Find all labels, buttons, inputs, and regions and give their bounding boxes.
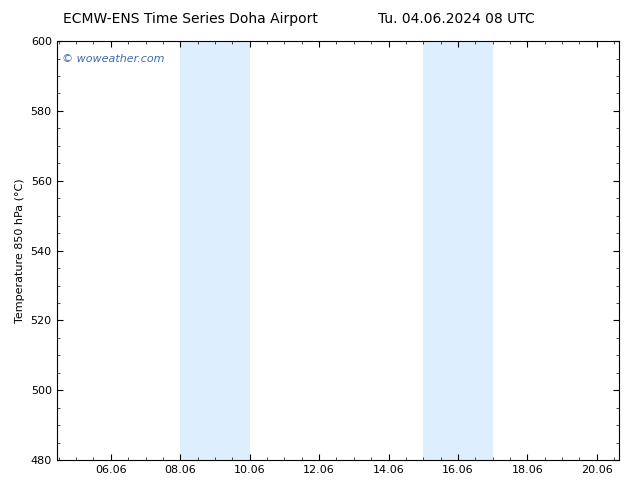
Text: ECMW-ENS Time Series Doha Airport: ECMW-ENS Time Series Doha Airport (63, 12, 318, 26)
Text: Tu. 04.06.2024 08 UTC: Tu. 04.06.2024 08 UTC (378, 12, 535, 26)
Y-axis label: Temperature 850 hPa (°C): Temperature 850 hPa (°C) (15, 178, 25, 323)
Bar (424, 41, 493, 460)
Text: © woweather.com: © woweather.com (62, 53, 165, 64)
Bar (180, 41, 250, 460)
